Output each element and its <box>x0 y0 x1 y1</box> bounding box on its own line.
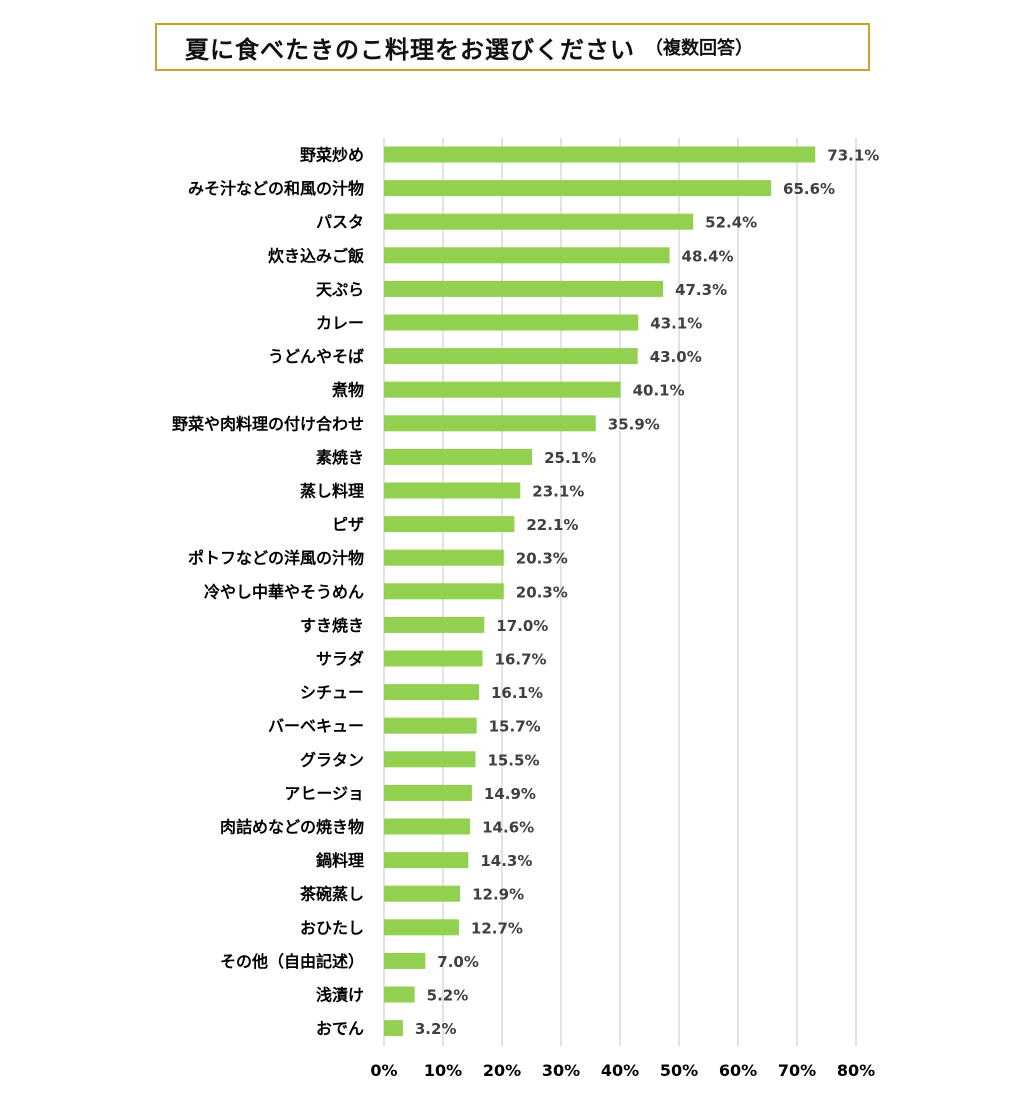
category-label: グラタン <box>300 750 364 769</box>
bar <box>384 516 515 533</box>
category-label: その他（自由記述） <box>220 952 364 971</box>
value-label: 15.5% <box>487 751 539 769</box>
category-label: ピザ <box>332 515 364 534</box>
bar <box>384 381 621 398</box>
value-label: 73.1% <box>827 147 879 165</box>
x-tick-label: 60% <box>719 1061 757 1080</box>
bar <box>384 818 471 835</box>
bar <box>384 348 638 365</box>
chart-title-box: 夏に食べたきのこ料理をお選びください （複数回答） <box>155 23 870 71</box>
bar <box>384 314 639 331</box>
value-label: 22.1% <box>526 516 578 534</box>
value-label: 25.1% <box>544 449 596 467</box>
category-label: サラダ <box>316 650 364 669</box>
category-label: うどんやそば <box>268 347 364 366</box>
category-label: おでん <box>316 1019 364 1038</box>
category-label: ポトフなどの洋風の汁物 <box>188 549 364 568</box>
bar <box>384 952 426 969</box>
value-label: 17.0% <box>496 617 548 635</box>
x-tick-label: 50% <box>660 1061 698 1080</box>
chart-subtitle: （複数回答） <box>645 38 753 59</box>
value-label: 43.1% <box>650 315 702 333</box>
bar <box>384 280 664 297</box>
category-label: 茶碗蒸し <box>299 885 364 904</box>
value-labels: 73.1% 65.6% 52.4% 48.4% 47.3% 43.1% 43.0% 40.1%… <box>415 147 879 1039</box>
bar <box>384 549 504 566</box>
category-label: みそ汁などの和風の汁物 <box>188 179 364 198</box>
value-label: 23.1% <box>532 483 584 501</box>
bar <box>384 1020 403 1037</box>
bar <box>384 885 461 902</box>
value-label: 16.7% <box>495 651 547 669</box>
bar <box>384 146 816 163</box>
category-label: パスタ <box>316 213 364 232</box>
bar <box>384 650 483 667</box>
category-label: すき焼き <box>300 616 364 635</box>
bar <box>384 247 670 264</box>
value-label: 35.9% <box>608 415 660 433</box>
category-label: 野菜や肉料理の付け合わせ <box>172 414 364 433</box>
category-labels: 野菜炒めみそ汁などの和風の汁物パスタ炊き込みご飯天ぷらカレーうどんやそば煮物野菜… <box>172 146 364 1039</box>
bar <box>384 415 596 432</box>
bar <box>384 616 485 633</box>
value-label: 14.6% <box>482 819 534 837</box>
bar <box>384 751 476 768</box>
value-label: 20.3% <box>516 583 568 601</box>
category-label: 蒸し料理 <box>300 482 364 501</box>
category-label: 冷やし中華やそうめん <box>204 582 364 601</box>
bar <box>384 684 479 701</box>
bar <box>384 448 533 465</box>
bar <box>384 213 694 230</box>
value-label: 14.3% <box>480 852 532 870</box>
bar <box>384 180 772 197</box>
value-label: 52.4% <box>705 214 757 232</box>
value-label: 40.1% <box>633 382 685 400</box>
x-tick-label: 70% <box>778 1061 816 1080</box>
category-label: 煮物 <box>331 381 364 400</box>
bar-series <box>384 146 816 1037</box>
category-label: 浅漬け <box>316 986 364 1005</box>
category-label: シチュー <box>300 683 364 702</box>
category-label: おひたし <box>300 918 364 937</box>
value-label: 7.0% <box>437 953 479 971</box>
value-label: 65.6% <box>783 180 835 198</box>
category-label: 鍋料理 <box>316 851 364 870</box>
category-label: 肉詰めなどの焼き物 <box>220 818 364 837</box>
value-label: 14.9% <box>484 785 536 803</box>
bar <box>384 852 469 869</box>
bar <box>384 583 504 600</box>
chart-title: 夏に食べたきのこ料理をお選びください <box>185 35 635 64</box>
value-label: 5.2% <box>427 987 469 1005</box>
x-tick-label: 0% <box>370 1061 397 1080</box>
category-label: 天ぷら <box>316 280 364 299</box>
category-label: アヒージョ <box>284 784 364 803</box>
bar <box>384 784 472 801</box>
value-label: 12.9% <box>472 886 524 904</box>
x-tick-label: 40% <box>601 1061 639 1080</box>
category-label: 野菜炒め <box>300 146 364 165</box>
category-label: カレー <box>316 314 364 333</box>
bar <box>384 986 415 1003</box>
value-label: 15.7% <box>489 718 541 736</box>
x-tick-label: 10% <box>424 1061 462 1080</box>
value-label: 3.2% <box>415 1020 457 1038</box>
value-label: 43.0% <box>650 348 702 366</box>
value-label: 20.3% <box>516 550 568 568</box>
x-axis-ticks: 0% 10% 20% 30% 40% 50% 60% 70% 80% <box>370 1061 875 1080</box>
x-tick-label: 20% <box>483 1061 521 1080</box>
x-tick-label: 30% <box>542 1061 580 1080</box>
category-label: バーベキュー <box>268 717 364 736</box>
value-label: 16.1% <box>491 684 543 702</box>
bar <box>384 717 477 734</box>
x-tick-label: 80% <box>837 1061 875 1080</box>
category-label: 炊き込みご飯 <box>268 246 364 265</box>
bar <box>384 482 521 499</box>
category-label: 素焼き <box>316 448 364 467</box>
bar <box>384 919 459 936</box>
value-label: 48.4% <box>682 247 734 265</box>
value-label: 12.7% <box>471 919 523 937</box>
value-label: 47.3% <box>675 281 727 299</box>
